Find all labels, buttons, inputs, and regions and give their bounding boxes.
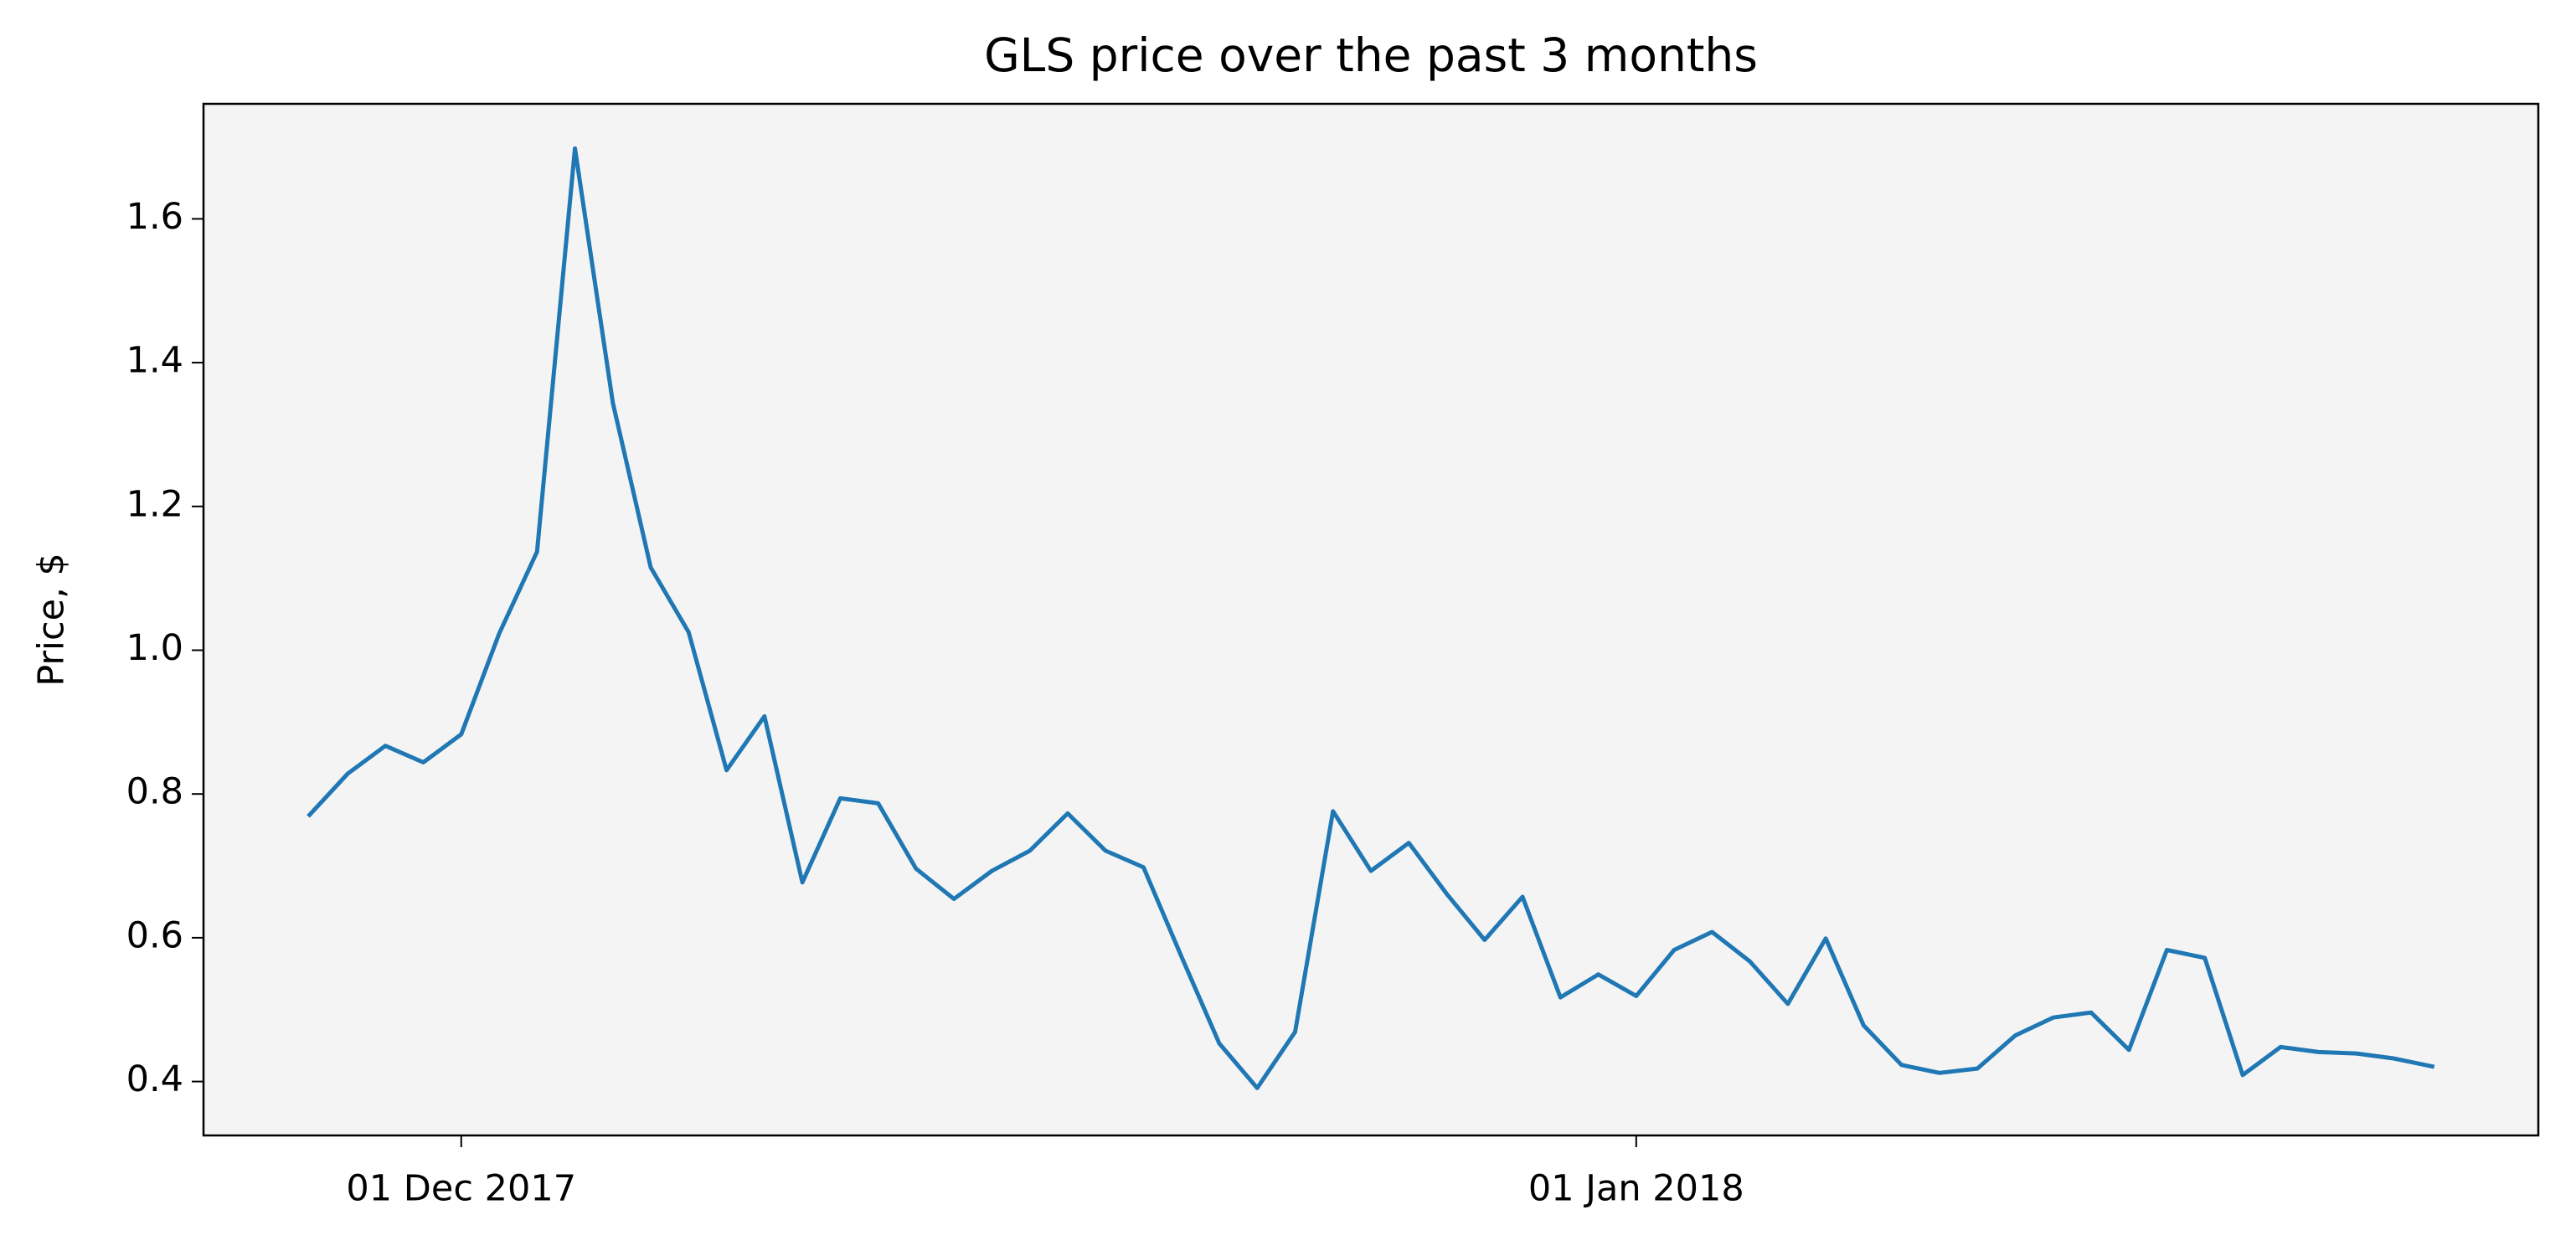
plot-area — [204, 104, 2538, 1135]
y-tick-label: 1.2 — [126, 483, 183, 525]
y-tick-label: 0.4 — [126, 1058, 183, 1100]
y-tick-label: 0.6 — [126, 914, 183, 956]
y-tick-label: 1.6 — [126, 196, 183, 238]
y-axis-label: Price, $ — [31, 553, 73, 687]
y-tick-label: 1.4 — [126, 340, 183, 382]
chart-title: GLS price over the past 3 months — [984, 28, 1758, 82]
plot-frame — [202, 102, 2540, 1137]
y-tick-label: 0.8 — [126, 771, 183, 813]
x-tick-label: 01 Jan 2018 — [1528, 1168, 1744, 1210]
price-line — [307, 146, 2435, 1090]
x-tick-label: 01 Dec 2017 — [346, 1168, 576, 1210]
y-tick-label: 1.0 — [126, 627, 183, 669]
